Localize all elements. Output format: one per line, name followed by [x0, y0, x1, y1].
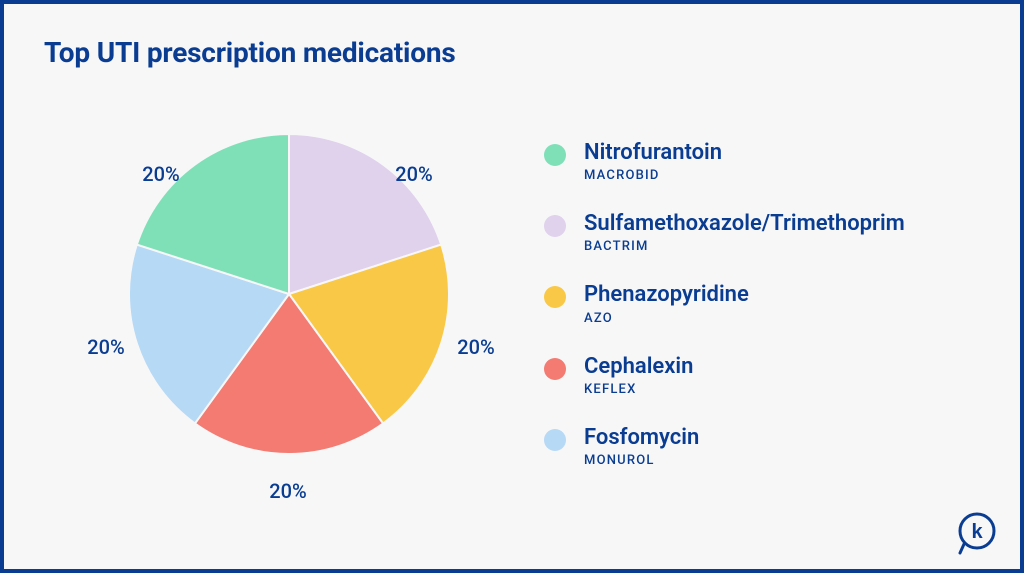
legend-name: Sulfamethoxazole/Trimethoprim	[584, 211, 905, 237]
svg-text:k: k	[971, 521, 983, 543]
legend-swatch	[544, 358, 566, 380]
legend-name: Phenazopyridine	[584, 282, 749, 308]
legend-text: Phenazopyridine AZO	[584, 282, 749, 325]
slice-label: 20%	[142, 162, 179, 186]
legend-subname: AZO	[584, 311, 749, 326]
content-row: 20% 20% 20% 20% 20% Nitrofurantoin MACROBID Su…	[44, 79, 980, 519]
pie-chart: 20% 20% 20% 20% 20%	[44, 79, 524, 519]
legend-swatch	[544, 215, 566, 237]
legend-swatch	[544, 429, 566, 451]
legend-name: Fosfomycin	[584, 425, 699, 451]
legend-name: Nitrofurantoin	[584, 140, 722, 166]
legend-text: Sulfamethoxazole/Trimethoprim BACTRIM	[584, 211, 905, 254]
slice-label: 20%	[395, 162, 432, 186]
legend-swatch	[544, 144, 566, 166]
legend-text: Cephalexin KEFLEX	[584, 354, 693, 397]
slice-label: 20%	[457, 335, 494, 359]
legend-item: Fosfomycin MONUROL	[544, 425, 980, 468]
legend-subname: KEFLEX	[584, 382, 693, 397]
legend-item: Sulfamethoxazole/Trimethoprim BACTRIM	[544, 211, 980, 254]
chart-title: Top UTI prescription medications	[44, 36, 980, 69]
legend-swatch	[544, 286, 566, 308]
legend-item: Phenazopyridine AZO	[544, 282, 980, 325]
legend-item: Nitrofurantoin MACROBID	[544, 140, 980, 183]
legend-name: Cephalexin	[584, 354, 693, 380]
slice-label: 20%	[269, 479, 306, 503]
legend-item: Cephalexin KEFLEX	[544, 354, 980, 397]
slice-label: 20%	[87, 335, 124, 359]
legend-subname: MACROBID	[584, 168, 722, 183]
infographic-frame: Top UTI prescription medications 20%20%2…	[0, 0, 1024, 573]
legend-text: Fosfomycin MONUROL	[584, 425, 699, 468]
legend-text: Nitrofurantoin MACROBID	[584, 140, 722, 183]
legend-subname: MONUROL	[584, 453, 699, 468]
legend-subname: BACTRIM	[584, 239, 905, 254]
legend: Nitrofurantoin MACROBID Sulfamethoxazole/T…	[524, 130, 980, 469]
brand-logo-icon: k	[954, 511, 1000, 557]
